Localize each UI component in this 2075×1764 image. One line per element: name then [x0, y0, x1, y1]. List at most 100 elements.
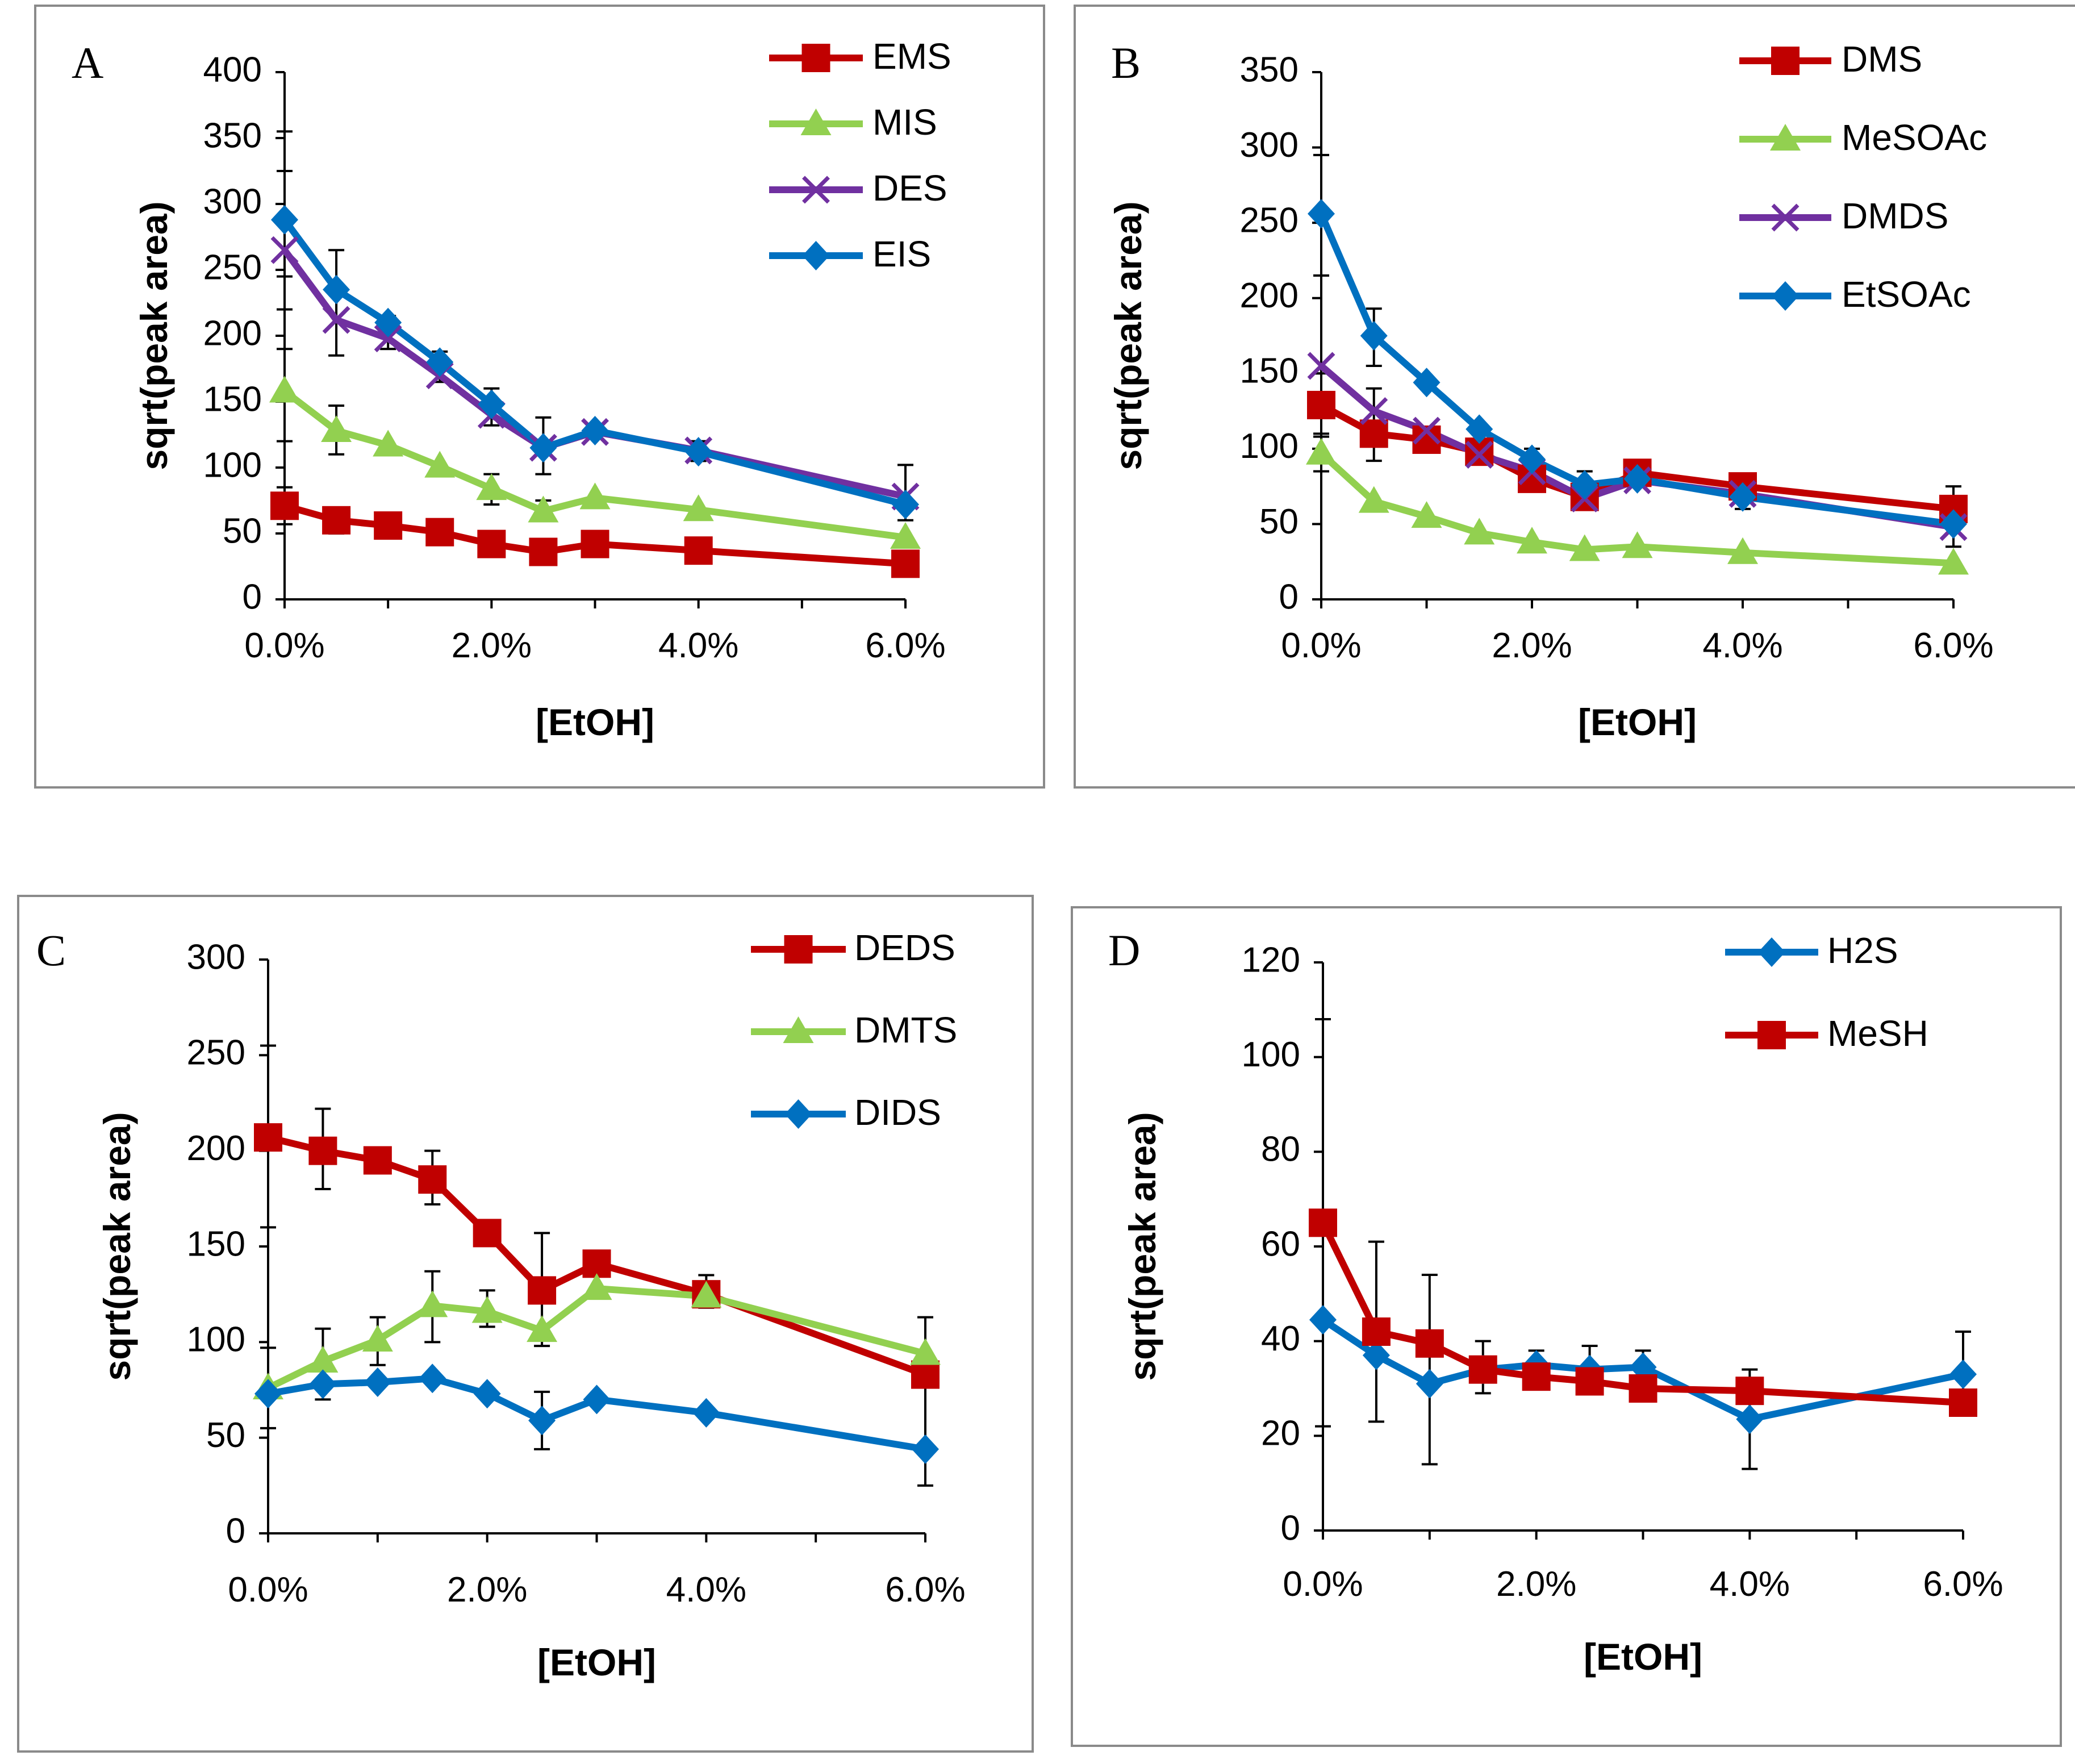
legend-marker — [1770, 124, 1801, 151]
x-tick-label: 0.0% — [1281, 626, 1361, 665]
y-tick-label: 50 — [206, 1416, 245, 1455]
data-point-dmts — [471, 1296, 503, 1323]
y-tick-label: 400 — [203, 50, 262, 89]
data-point-dms — [1307, 390, 1335, 419]
x-tick-label: 6.0% — [865, 626, 945, 665]
data-point-etsoac — [1308, 199, 1335, 229]
legend-marker — [800, 109, 832, 135]
x-tick-label: 2.0% — [452, 626, 532, 665]
x-axis-label: [EtOH] — [536, 701, 654, 743]
data-point-etsoac — [1466, 414, 1493, 444]
y-tick-label: 100 — [203, 445, 262, 485]
data-point-dmts — [362, 1324, 393, 1352]
y-tick-label: 350 — [1240, 50, 1299, 89]
data-point-mesh — [1522, 1362, 1551, 1391]
legend-label: MeSOAc — [1842, 117, 1987, 158]
legend-label: DMTS — [854, 1010, 957, 1050]
y-axis-label: sqrt(peak area) — [1107, 201, 1149, 470]
legend-label: MeSH — [1827, 1013, 1928, 1054]
data-point-mesh — [1468, 1355, 1497, 1384]
series-points-eis — [271, 205, 919, 519]
x-tick-label: 4.0% — [666, 1570, 746, 1609]
data-point-etsoac — [1518, 444, 1546, 474]
x-tick-label: 2.0% — [447, 1570, 527, 1609]
data-point-dids — [473, 1379, 501, 1409]
legend-entry-h2s: H2S — [1725, 930, 1898, 971]
data-point-eis — [426, 347, 454, 377]
data-point-mesoac — [1306, 437, 1337, 465]
data-point-mis — [579, 482, 611, 510]
data-point-dmts — [581, 1273, 612, 1300]
legend-marker — [1757, 1021, 1786, 1049]
panel-letter: A — [72, 38, 103, 87]
y-tick-label: 200 — [1240, 276, 1299, 315]
data-point-dmts — [527, 1315, 558, 1342]
series-points-etsoac — [1308, 199, 1967, 539]
y-tick-label: 0 — [243, 577, 262, 616]
data-point-ems — [374, 511, 403, 540]
y-tick-label: 50 — [223, 511, 262, 551]
data-point-mesoac — [1464, 518, 1495, 545]
y-tick-label: 60 — [1261, 1224, 1300, 1263]
data-point-dids — [309, 1369, 337, 1399]
data-point-mesoac — [1358, 486, 1389, 513]
x-tick-label: 4.0% — [1710, 1565, 1790, 1604]
legend-marker — [1772, 281, 1799, 311]
y-tick-label: 300 — [1240, 126, 1299, 165]
legend-marker — [784, 1099, 812, 1129]
data-point-mis — [424, 451, 456, 478]
legend-entry-ems: EMS — [769, 36, 951, 77]
data-point-etsoac — [1360, 321, 1388, 351]
data-point-ems — [891, 549, 920, 578]
data-point-etsoac — [1413, 368, 1441, 398]
data-point-dmts — [417, 1290, 448, 1317]
legend-label: H2S — [1827, 930, 1898, 971]
panel-letter: C — [36, 925, 66, 975]
legend-entry-eis: EIS — [769, 233, 931, 274]
data-point-deds — [528, 1276, 557, 1305]
data-point-eis — [529, 433, 557, 463]
y-tick-label: 300 — [187, 937, 245, 977]
chart-svg: B 0 50 100 150 200 250 300 350 0.0% 2.0% 4.0% 6.0% [E… — [1107, 38, 1994, 743]
y-tick-label: 0 — [1279, 577, 1299, 616]
series-points-des — [270, 236, 920, 511]
data-point-dmts — [307, 1346, 339, 1373]
data-point-h2s — [1416, 1369, 1443, 1399]
series-points-deds — [254, 1123, 940, 1389]
y-tick-label: 250 — [187, 1033, 245, 1073]
x-tick-label: 0.0% — [228, 1570, 308, 1609]
data-point-mesh — [1629, 1374, 1658, 1403]
data-point-dids — [254, 1379, 282, 1409]
y-tick-label: 0 — [1281, 1508, 1300, 1548]
chart-panel-a: A 0 50 100 150 200 250 300 350 400 0.0% 2.0% 4.0% 6.0… — [34, 5, 1045, 789]
panel-letter: D — [1108, 925, 1140, 975]
data-point-des — [270, 236, 299, 264]
data-point-eis — [581, 416, 609, 446]
x-tick-label: 6.0% — [1913, 626, 1993, 665]
data-point-eis — [478, 389, 506, 419]
x-tick-label: 4.0% — [658, 626, 738, 665]
data-point-etsoac — [1940, 509, 1967, 539]
y-tick-label: 80 — [1261, 1130, 1300, 1169]
y-tick-label: 20 — [1261, 1414, 1300, 1453]
legend-marker — [783, 1016, 814, 1043]
data-point-mis — [373, 429, 404, 457]
legend-entry-dms: DMS — [1739, 39, 1922, 80]
data-point-deds — [308, 1136, 337, 1165]
legend-marker — [802, 241, 830, 270]
data-point-dids — [528, 1406, 556, 1436]
legend-entry-dmds: DMDS — [1739, 195, 1948, 236]
chart-panel-d: D 0 20 40 60 80 100 120 0.0% 2.0% 4.0% 6.0% [EtOH] sq… — [1071, 906, 2062, 1747]
data-point-deds — [582, 1249, 611, 1278]
data-point-mis — [269, 376, 300, 403]
data-point-deds — [254, 1123, 282, 1152]
series-points-mis — [269, 376, 921, 549]
data-point-h2s — [1949, 1360, 1977, 1389]
y-tick-label: 100 — [1240, 427, 1299, 466]
legend-entry-des: DES — [769, 168, 947, 208]
data-point-dmts — [910, 1338, 941, 1365]
y-tick-label: 200 — [203, 314, 262, 353]
series-points-mesoac — [1306, 437, 1969, 575]
y-tick-label: 0 — [226, 1511, 245, 1550]
data-point-dids — [364, 1367, 391, 1398]
